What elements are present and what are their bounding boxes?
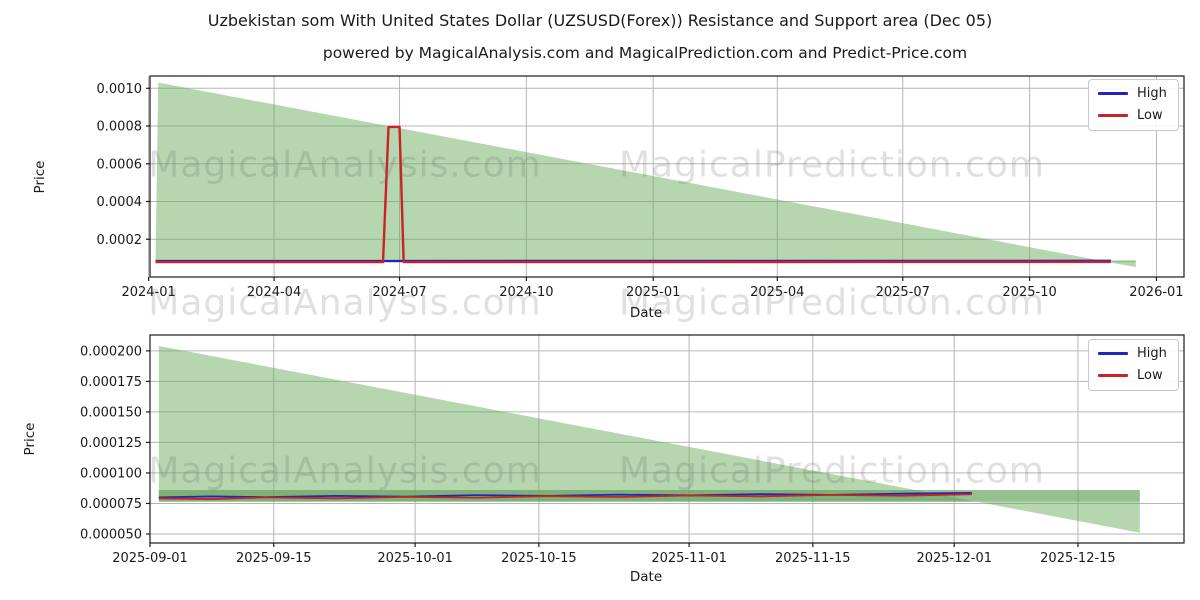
x-axis-label-bottom: Date — [629, 569, 663, 585]
svg-text:2024-04: 2024-04 — [247, 285, 301, 300]
legend-bottom: High Low — [1088, 339, 1179, 391]
svg-text:0.000050: 0.000050 — [80, 527, 142, 542]
svg-text:2025-01: 2025-01 — [626, 285, 680, 300]
legend-item-low: Low — [1098, 368, 1167, 383]
svg-text:2025-09-01: 2025-09-01 — [112, 551, 188, 566]
high-line-swatch — [1098, 352, 1128, 355]
figure-subtitle: powered by MagicalAnalysis.com and Magic… — [322, 44, 968, 62]
svg-text:2025-07: 2025-07 — [876, 285, 930, 300]
svg-text:2024-01: 2024-01 — [121, 285, 175, 300]
low-line-swatch — [1098, 374, 1128, 377]
legend-item-high: High — [1098, 346, 1167, 361]
legend-label-high: High — [1137, 86, 1167, 101]
svg-text:0.0010: 0.0010 — [97, 82, 143, 97]
price-chart-bottom: 2025-09-01 2025-09-15 2025-10-01 2025-10-15… — [80, 334, 1185, 566]
svg-text:0.0006: 0.0006 — [97, 157, 143, 172]
svg-text:2025-10: 2025-10 — [1002, 285, 1056, 300]
svg-text:0.0008: 0.0008 — [97, 120, 143, 135]
legend-label-low: Low — [1137, 368, 1163, 383]
svg-text:0.0004: 0.0004 — [97, 195, 143, 210]
svg-text:0.000150: 0.000150 — [80, 405, 142, 420]
svg-text:2025-12-01: 2025-12-01 — [916, 551, 992, 566]
svg-text:0.0002: 0.0002 — [97, 233, 143, 248]
svg-text:2025-11-15: 2025-11-15 — [775, 551, 851, 566]
y-axis-label-bottom: Price — [22, 422, 38, 456]
y-axis-label-top: Price — [32, 160, 48, 194]
svg-text:2025-04: 2025-04 — [750, 285, 804, 300]
svg-text:0.000075: 0.000075 — [80, 497, 142, 512]
legend-item-high: High — [1098, 86, 1167, 101]
svg-text:2025-12-15: 2025-12-15 — [1040, 551, 1116, 566]
high-line-swatch — [1098, 92, 1128, 95]
svg-text:2025-10-15: 2025-10-15 — [501, 551, 577, 566]
legend-label-low: Low — [1137, 108, 1163, 123]
svg-text:2026-01: 2026-01 — [1129, 285, 1183, 300]
svg-text:0.000100: 0.000100 — [80, 466, 142, 481]
legend-top: High Low — [1088, 79, 1179, 131]
svg-text:2025-10-01: 2025-10-01 — [377, 551, 453, 566]
svg-text:2024-10: 2024-10 — [499, 285, 553, 300]
svg-text:2024-07: 2024-07 — [372, 285, 426, 300]
svg-text:0.000125: 0.000125 — [80, 436, 142, 451]
x-axis-label-top: Date — [629, 305, 663, 321]
svg-text:0.000200: 0.000200 — [80, 344, 142, 359]
figure-title: Uzbekistan som With United States Dollar… — [207, 11, 993, 30]
svg-text:2025-09-15: 2025-09-15 — [236, 551, 312, 566]
legend-item-low: Low — [1098, 108, 1167, 123]
legend-label-high: High — [1137, 346, 1167, 361]
svg-text:2025-11-01: 2025-11-01 — [651, 551, 727, 566]
svg-text:0.000175: 0.000175 — [80, 375, 142, 390]
low-line-swatch — [1098, 114, 1128, 117]
price-chart-top: 2024-01 2024-04 2024-07 2024-10 2025-01 2025-… — [97, 75, 1185, 300]
